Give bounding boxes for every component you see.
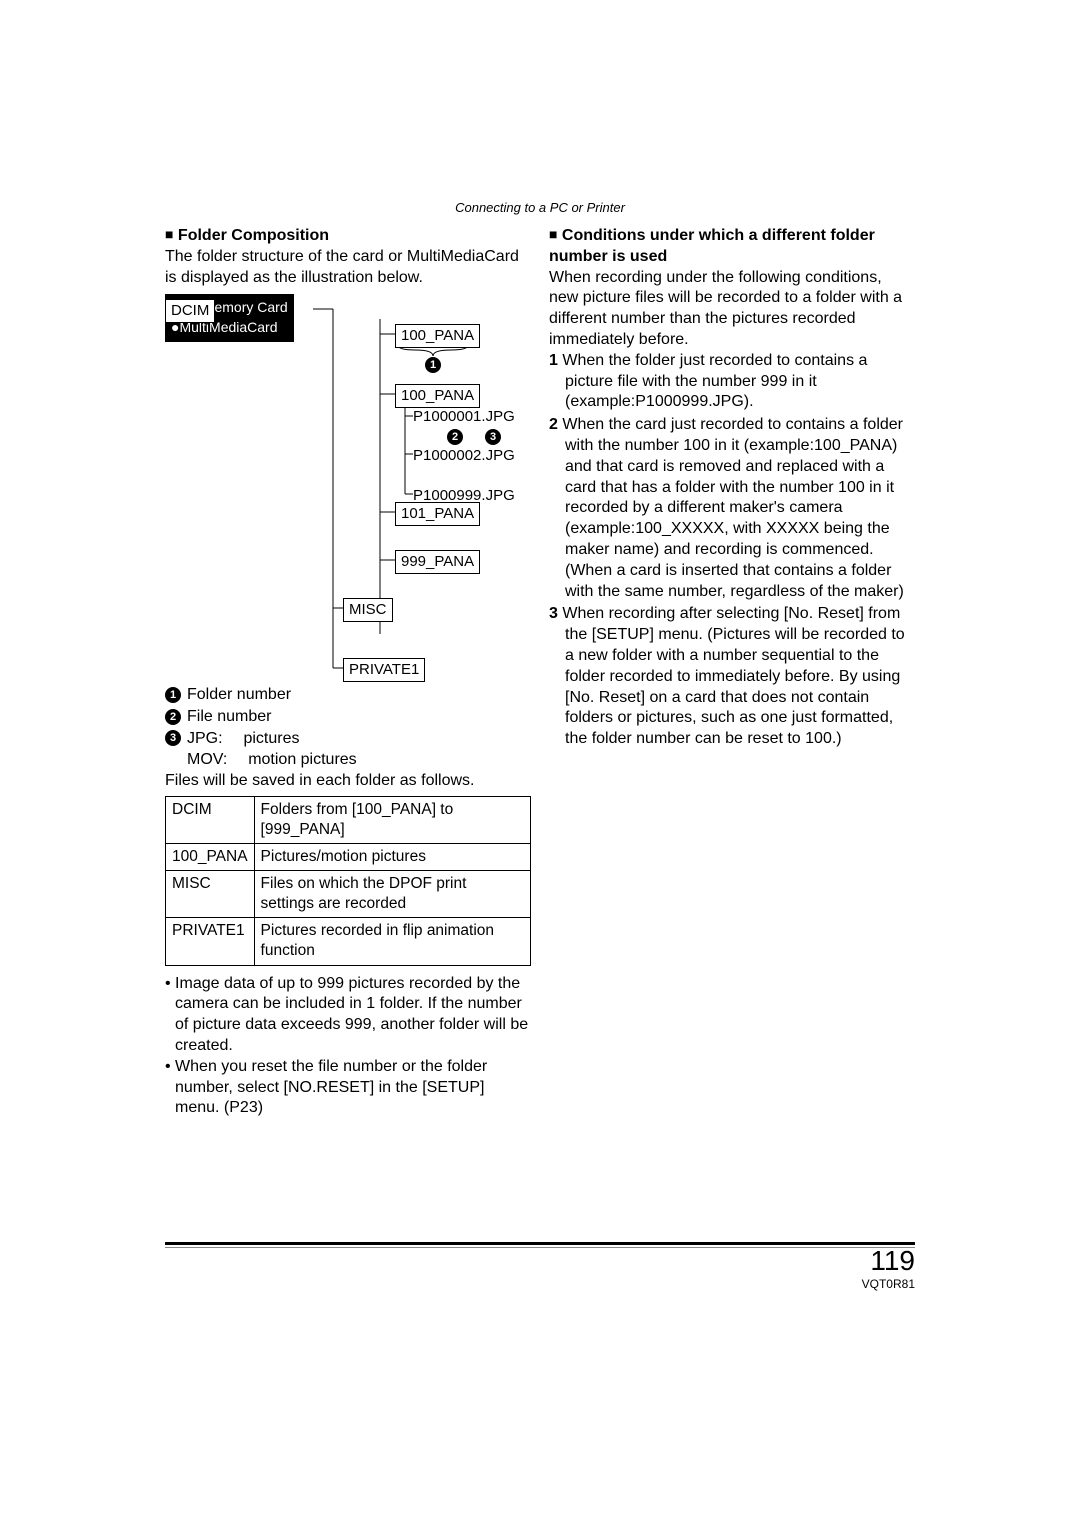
node-999pana: 999_PANA (395, 550, 480, 574)
heading-text-right: Conditions under which a different folde… (549, 227, 875, 265)
condition-1: 1 When the folder just recorded to conta… (565, 351, 915, 413)
left-column: ■ Folder Composition The folder structur… (165, 225, 531, 1119)
folder-intro: The folder structure of the card or Mult… (165, 247, 531, 289)
footer-rule (165, 1242, 915, 1248)
condition-3: 3 When recording after selecting [No. Re… (565, 604, 915, 750)
cell-dcim-desc: Folders from [100_PANA] to [999_PANA] (254, 796, 530, 843)
bullet-1-text: Image data of up to 999 pictures recorde… (175, 975, 528, 1054)
node-100pana-b: 100_PANA (395, 384, 480, 408)
folder-tree: ●SD Memory Card ●MultiMediaCard DCIM 100… (165, 294, 531, 684)
file-1: P1000001.JPG (413, 407, 515, 427)
cell-dcim: DCIM (166, 796, 255, 843)
legend: 1 Folder number 2 File number 3 JPG: pic… (165, 684, 531, 770)
legend-3a: JPG: (187, 728, 223, 750)
marker-3-icon: 3 (485, 429, 501, 445)
legend-3-icon: 3 (165, 730, 181, 746)
header-note: Connecting to a PC or Printer (165, 200, 915, 215)
files-saved-text: Files will be saved in each folder as fo… (165, 771, 531, 792)
cell-100pana-desc: Pictures/motion pictures (254, 843, 530, 870)
cell-misc-desc: Files on which the DPOF print settings a… (254, 870, 530, 917)
footer: 119 VQT0R81 (862, 1245, 915, 1291)
node-private1: PRIVATE1 (343, 658, 425, 682)
cell-private1-desc: Pictures recorded in flip animation func… (254, 918, 530, 965)
marker-2-icon: 2 (447, 429, 463, 445)
bullet-2-text: When you reset the file number or the fo… (175, 1058, 487, 1117)
bullet-2: • When you reset the file number or the … (175, 1057, 531, 1119)
page-number: 119 (862, 1245, 915, 1277)
file-2: P1000002.JPG (413, 446, 515, 466)
legend-1-text: Folder number (187, 684, 291, 706)
left-bullets: • Image data of up to 999 pictures recor… (165, 974, 531, 1120)
condition-3-text: When recording after selecting [No. Rese… (562, 605, 904, 747)
folder-table: DCIMFolders from [100_PANA] to [999_PANA… (165, 796, 531, 966)
bullet-1: • Image data of up to 999 pictures recor… (175, 974, 531, 1057)
cell-misc: MISC (166, 870, 255, 917)
square-bullet: ■ (549, 225, 557, 243)
table-row: PRIVATE1Pictures recorded in flip animat… (166, 918, 531, 965)
legend-2-icon: 2 (165, 709, 181, 725)
table-row: MISCFiles on which the DPOF print settin… (166, 870, 531, 917)
node-100pana-a: 100_PANA (395, 324, 480, 348)
condition-2-text: When the card just recorded to contains … (562, 416, 903, 599)
table-row: 100_PANAPictures/motion pictures (166, 843, 531, 870)
conditions-heading: ■ Conditions under which a different fol… (549, 225, 915, 268)
condition-2: 2 When the card just recorded to contain… (565, 415, 915, 602)
legend-4b: motion pictures (248, 749, 357, 771)
cell-private1: PRIVATE1 (166, 918, 255, 965)
node-misc: MISC (343, 598, 393, 622)
legend-1-icon: 1 (165, 687, 181, 703)
node-dcim: DCIM (165, 299, 215, 323)
doc-code: VQT0R81 (862, 1277, 915, 1291)
folder-comp-heading: ■ Folder Composition (165, 225, 531, 247)
legend-4a: MOV: (187, 749, 227, 771)
legend-2-text: File number (187, 706, 271, 728)
square-bullet: ■ (165, 225, 173, 243)
right-column: ■ Conditions under which a different fol… (549, 225, 915, 1119)
heading-text: Folder Composition (178, 227, 329, 244)
condition-1-text: When the folder just recorded to contain… (562, 352, 867, 411)
node-101pana: 101_PANA (395, 502, 480, 526)
legend-3b: pictures (243, 728, 299, 750)
cell-100pana: 100_PANA (166, 843, 255, 870)
marker-1-icon: 1 (425, 357, 441, 373)
conditions-intro: When recording under the following condi… (549, 268, 915, 351)
table-row: DCIMFolders from [100_PANA] to [999_PANA… (166, 796, 531, 843)
conditions-list: 1 When the folder just recorded to conta… (549, 351, 915, 750)
